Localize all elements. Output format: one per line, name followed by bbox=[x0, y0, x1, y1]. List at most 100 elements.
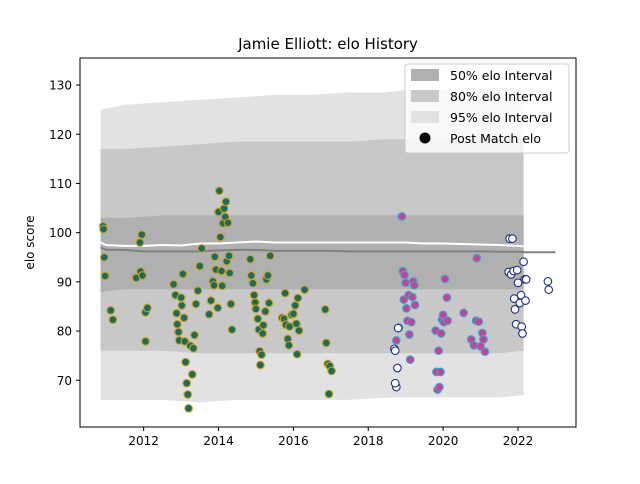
mean-elo-line bbox=[100, 240, 524, 248]
data-point bbox=[206, 296, 216, 305]
data-point bbox=[217, 266, 226, 276]
x-tick-label: 2016 bbox=[278, 434, 309, 448]
data-point bbox=[509, 294, 519, 303]
data-point bbox=[172, 319, 182, 329]
x-tick-label: 2012 bbox=[128, 434, 159, 448]
data-point bbox=[135, 238, 145, 247]
data-point bbox=[543, 277, 553, 286]
data-point bbox=[247, 271, 256, 280]
data-point bbox=[169, 279, 178, 289]
y-tick-label: 110 bbox=[49, 177, 72, 191]
data-point bbox=[510, 305, 520, 314]
median-elo-line bbox=[100, 246, 556, 254]
data-point bbox=[280, 288, 290, 298]
data-point bbox=[189, 343, 198, 353]
data-point bbox=[99, 252, 109, 262]
data-point bbox=[406, 317, 416, 327]
plot-area bbox=[98, 87, 556, 413]
y-tick-label: 100 bbox=[49, 226, 72, 240]
data-point bbox=[289, 309, 298, 319]
data-point bbox=[459, 308, 469, 318]
data-point bbox=[294, 326, 304, 335]
data-point bbox=[410, 300, 420, 310]
data-point bbox=[400, 270, 409, 280]
data-point bbox=[260, 307, 270, 316]
data-point bbox=[521, 296, 530, 305]
data-point bbox=[544, 285, 554, 295]
data-point bbox=[138, 271, 147, 280]
data-point bbox=[405, 355, 415, 364]
data-point bbox=[436, 367, 445, 377]
data-point bbox=[408, 292, 417, 302]
data-point bbox=[397, 212, 407, 221]
data-point bbox=[141, 337, 150, 346]
data-point bbox=[178, 269, 188, 279]
data-point bbox=[393, 323, 403, 333]
x-tick-label: 2018 bbox=[353, 434, 384, 448]
y-axis-label: elo score bbox=[23, 215, 37, 269]
data-point bbox=[256, 360, 265, 370]
data-point bbox=[480, 347, 490, 357]
data-point bbox=[405, 330, 414, 339]
y-tick-label: 70 bbox=[57, 374, 72, 388]
data-point bbox=[143, 303, 152, 313]
data-point bbox=[257, 350, 266, 360]
data-point bbox=[300, 285, 309, 295]
data-point bbox=[227, 325, 237, 334]
data-point bbox=[435, 382, 444, 392]
data-point bbox=[137, 230, 147, 239]
data-point bbox=[436, 329, 446, 338]
y-tick-label: 130 bbox=[49, 79, 72, 93]
data-point bbox=[182, 378, 192, 388]
data-point bbox=[100, 271, 110, 281]
data-point bbox=[248, 278, 258, 288]
data-point bbox=[191, 299, 201, 309]
axis-ticks: 2012 2014 2016 2018 2020 2022 70 80 90 100 110 120 1… bbox=[49, 79, 533, 448]
data-point bbox=[253, 314, 263, 324]
data-point bbox=[99, 224, 108, 234]
data-point bbox=[216, 232, 225, 242]
data-point bbox=[259, 320, 268, 330]
data-point bbox=[512, 265, 522, 275]
data-point bbox=[513, 278, 523, 288]
data-point bbox=[442, 293, 452, 302]
data-point bbox=[519, 257, 528, 267]
data-point bbox=[293, 293, 303, 303]
data-point bbox=[390, 378, 400, 388]
data-point bbox=[402, 304, 411, 313]
data-point bbox=[324, 389, 334, 399]
data-point bbox=[251, 304, 261, 314]
data-point bbox=[516, 290, 526, 300]
axes-frame bbox=[79, 57, 577, 428]
band-50 bbox=[100, 215, 524, 292]
data-point bbox=[327, 366, 336, 376]
data-point bbox=[474, 317, 484, 327]
data-point bbox=[521, 275, 531, 284]
data-point bbox=[221, 197, 231, 207]
data-point bbox=[204, 309, 214, 319]
data-point bbox=[263, 271, 273, 280]
data-point bbox=[177, 301, 187, 310]
legend-box bbox=[404, 63, 570, 154]
data-point bbox=[193, 286, 203, 296]
data-point bbox=[479, 335, 488, 344]
legend-label: 95% elo Interval bbox=[450, 110, 552, 125]
data-point bbox=[213, 303, 223, 313]
data-point bbox=[187, 370, 197, 379]
data-point bbox=[223, 218, 233, 228]
data-point bbox=[440, 274, 450, 284]
data-point bbox=[508, 234, 517, 243]
y-tick-label: 90 bbox=[57, 275, 72, 289]
data-point bbox=[472, 253, 482, 263]
legend-label: 50% elo Interval bbox=[450, 68, 552, 83]
legend-label: Post Match elo bbox=[450, 131, 541, 146]
data-point bbox=[393, 363, 402, 373]
data-point bbox=[217, 281, 227, 291]
data-point bbox=[183, 390, 193, 399]
chart-title: Jamie Elliott: elo History bbox=[237, 35, 418, 53]
data-point bbox=[179, 313, 189, 323]
data-point bbox=[265, 251, 275, 261]
data-point bbox=[249, 290, 259, 300]
data-point bbox=[195, 261, 205, 271]
